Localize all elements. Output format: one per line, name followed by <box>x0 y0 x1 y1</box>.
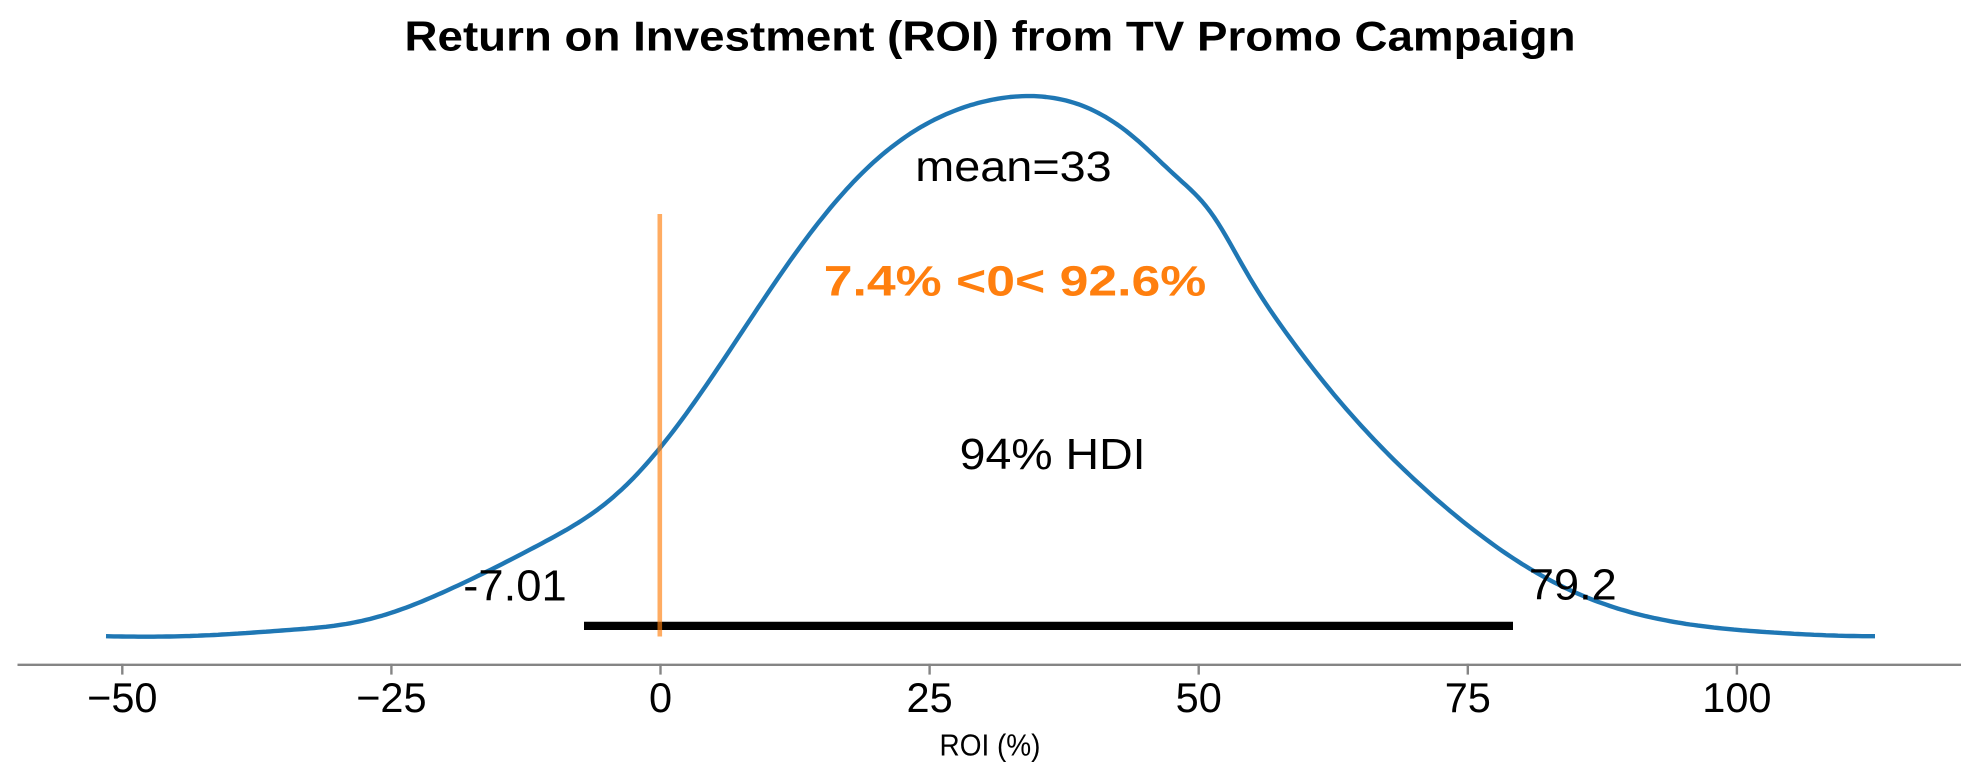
svg-text:79.2: 79.2 <box>1529 561 1617 610</box>
svg-text:50: 50 <box>1176 674 1222 721</box>
svg-text:−25: −25 <box>356 674 426 721</box>
svg-text:-7.01: -7.01 <box>463 562 566 611</box>
svg-text:mean=33: mean=33 <box>915 143 1111 191</box>
svg-text:7.4% <0< 92.6%: 7.4% <0< 92.6% <box>824 257 1207 305</box>
svg-text:75: 75 <box>1445 674 1491 721</box>
svg-text:Return on Investment (ROI) fro: Return on Investment (ROI) from TV Promo… <box>405 13 1576 59</box>
svg-text:25: 25 <box>907 674 953 721</box>
svg-text:100: 100 <box>1702 674 1771 721</box>
svg-text:94% HDI: 94% HDI <box>960 430 1146 479</box>
svg-text:ROI (%): ROI (%) <box>940 728 1041 762</box>
svg-text:−50: −50 <box>87 674 157 721</box>
svg-text:0: 0 <box>649 674 672 721</box>
